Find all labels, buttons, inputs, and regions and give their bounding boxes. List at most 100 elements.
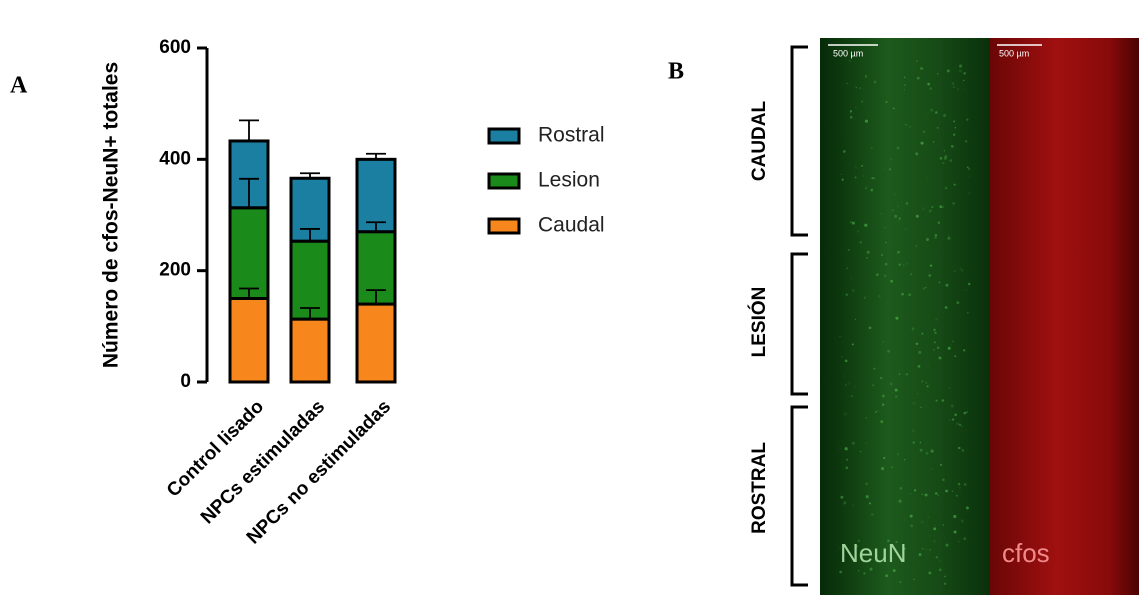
speckle	[942, 206, 944, 208]
speckle	[951, 404, 954, 407]
speckle	[938, 495, 939, 496]
speckle	[904, 77, 905, 78]
speckle	[846, 294, 848, 296]
speckle	[933, 535, 934, 536]
speckle	[856, 313, 858, 315]
speckle	[909, 126, 911, 128]
speckle	[944, 157, 947, 160]
speckle	[930, 264, 932, 266]
speckle	[893, 569, 896, 572]
legend-label: Rostral	[538, 124, 605, 147]
speckle	[966, 277, 968, 279]
speckle	[949, 419, 951, 421]
speckle	[855, 319, 856, 320]
speckle	[863, 572, 865, 574]
speckle	[922, 381, 923, 382]
speckle	[961, 519, 964, 522]
speckle	[958, 483, 960, 485]
speckle	[883, 168, 885, 170]
speckle	[933, 527, 936, 530]
cfos-image	[990, 38, 1139, 595]
speckle	[942, 479, 945, 482]
speckle	[925, 382, 927, 384]
speckle	[863, 175, 864, 176]
speckle	[890, 382, 893, 385]
speckle	[866, 257, 867, 258]
speckle	[864, 297, 866, 299]
speckle	[910, 515, 913, 518]
speckle	[968, 283, 971, 286]
speckle	[947, 69, 950, 72]
speckle	[854, 150, 856, 152]
speckle	[952, 418, 954, 420]
speckle	[954, 184, 956, 186]
speckle	[954, 413, 957, 416]
speckle	[935, 492, 938, 495]
speckle	[959, 64, 962, 67]
speckle	[874, 177, 876, 179]
speckle	[950, 344, 951, 345]
speckle	[884, 275, 886, 277]
speckle	[933, 349, 935, 351]
speckle	[926, 452, 929, 455]
speckle	[841, 174, 842, 175]
speckle	[856, 423, 859, 426]
speckle	[869, 326, 872, 329]
speckle	[901, 293, 904, 296]
speckle	[875, 411, 877, 413]
speckle	[843, 501, 846, 504]
speckle	[959, 487, 960, 488]
speckle	[966, 506, 969, 509]
speckle	[893, 226, 894, 227]
bar-segment	[357, 159, 395, 231]
speckle	[839, 336, 840, 337]
speckle	[946, 284, 949, 287]
speckle	[863, 340, 864, 341]
scale-label: 500 µm	[833, 48, 863, 58]
speckle	[870, 568, 873, 571]
speckle	[912, 374, 913, 375]
speckle	[890, 280, 893, 283]
speckle	[933, 540, 936, 543]
speckle	[948, 235, 950, 237]
speckle	[936, 556, 938, 558]
bar-segment	[357, 304, 395, 382]
speckle	[965, 140, 967, 142]
speckle	[930, 109, 933, 112]
speckle	[870, 189, 873, 192]
speckle	[952, 82, 955, 85]
speckle	[959, 267, 961, 269]
speckle	[927, 385, 929, 387]
speckle	[939, 357, 942, 360]
speckle	[852, 222, 855, 225]
scale-label: 500 µm	[999, 48, 1029, 58]
speckle	[952, 202, 955, 205]
speckle	[928, 274, 931, 277]
speckle	[939, 282, 941, 284]
speckle	[850, 221, 852, 223]
speckle	[928, 571, 931, 574]
speckle	[930, 209, 932, 211]
speckle	[865, 120, 868, 123]
speckle	[916, 215, 919, 218]
speckle	[963, 80, 964, 81]
speckle	[929, 549, 930, 550]
speckle	[865, 483, 868, 486]
y-axis-label: Número de cfos-NeuN+ totales	[100, 62, 123, 368]
speckle	[923, 131, 925, 133]
speckle	[904, 459, 905, 460]
speckle	[957, 88, 959, 90]
speckle	[944, 576, 946, 578]
speckle	[842, 179, 844, 181]
speckle	[967, 166, 969, 168]
speckle	[934, 525, 935, 526]
speckle	[875, 417, 877, 419]
speckle	[865, 76, 867, 78]
speckle	[921, 142, 924, 145]
speckle	[843, 150, 846, 153]
speckle	[953, 121, 955, 123]
speckle	[954, 127, 956, 129]
y-tick-label: 200	[159, 260, 191, 281]
speckle	[878, 295, 881, 298]
